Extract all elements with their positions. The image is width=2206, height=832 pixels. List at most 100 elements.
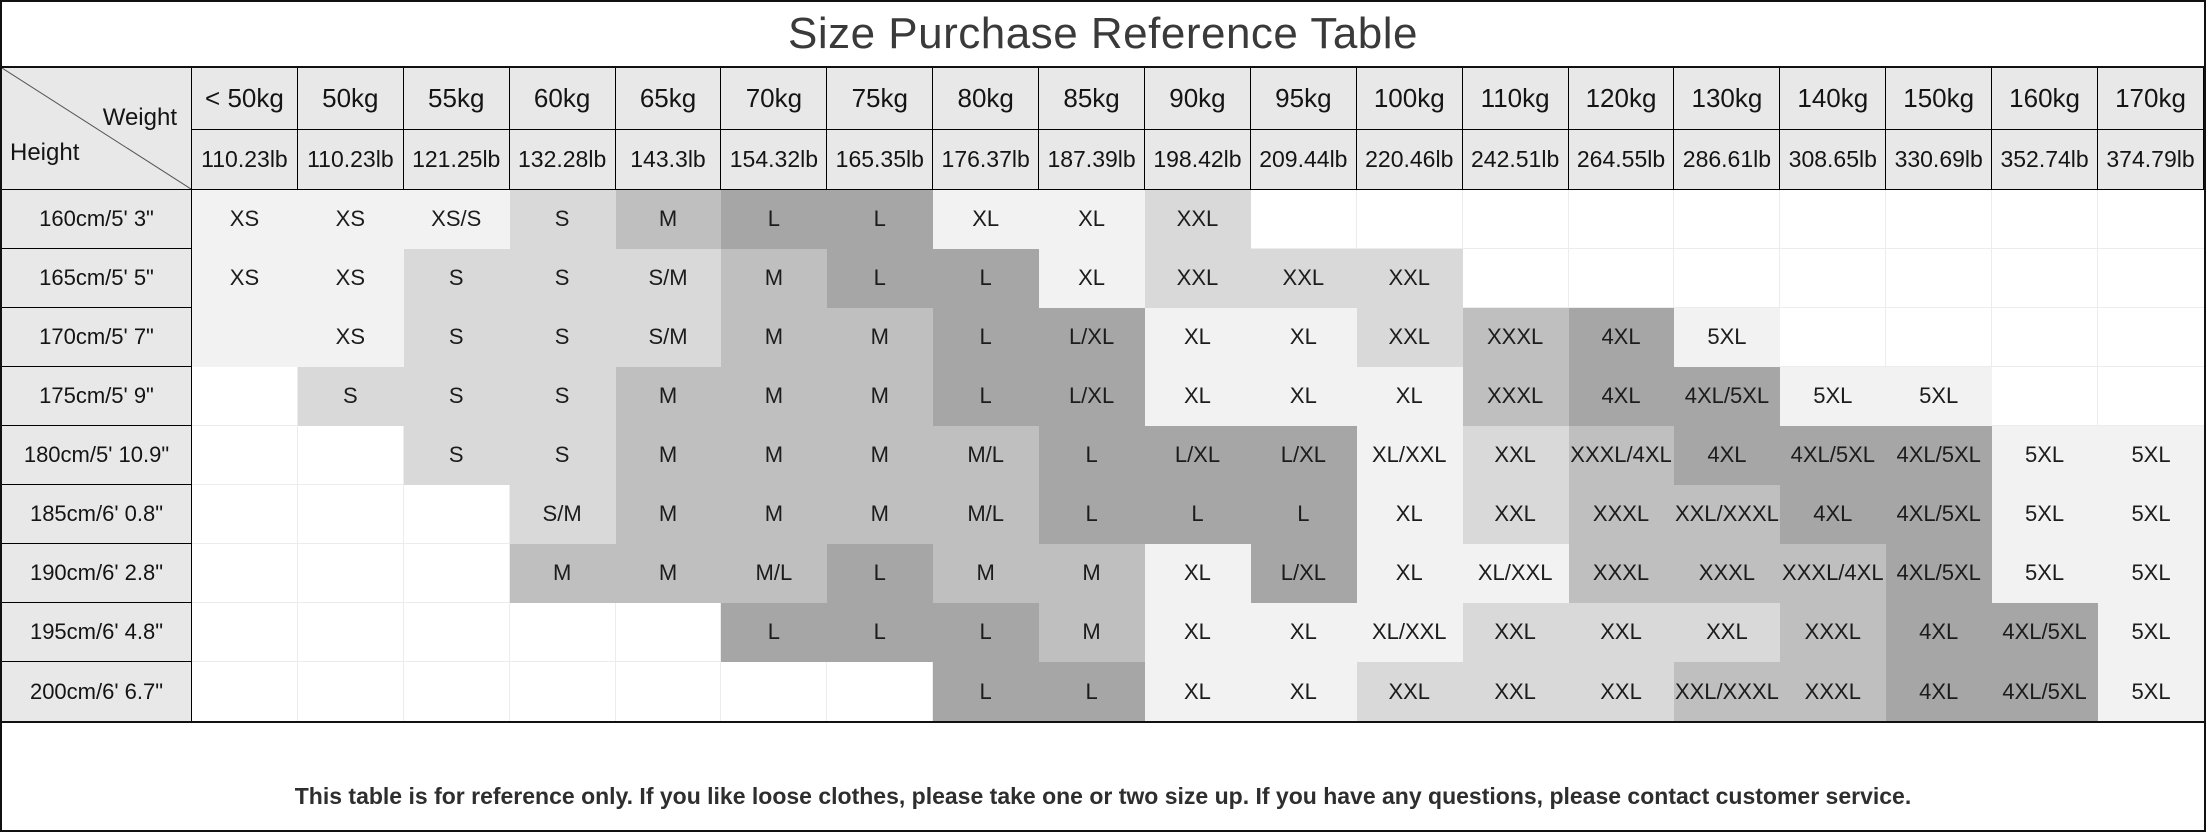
weight-lb-header: 374.79lb — [2098, 130, 2204, 190]
size-cell: M/L — [721, 544, 828, 603]
size-cell: L — [933, 662, 1040, 721]
size-cell: XS — [297, 190, 404, 249]
weight-kg-header: 60kg — [509, 68, 616, 130]
size-cell — [192, 485, 298, 544]
size-cell — [192, 662, 298, 721]
size-cell: 4XL — [1886, 662, 1993, 721]
weight-lb-row: 110.23lb 110.23lb 121.25lb 132.28lb 143.3lb 1… — [2, 130, 2204, 190]
size-cell: XL — [1145, 544, 1251, 603]
size-cell: M — [721, 485, 828, 544]
size-cell: M — [615, 190, 722, 249]
weight-kg-header: 100kg — [1356, 68, 1463, 130]
size-cell: XXXL — [1674, 544, 1781, 603]
size-cell: 5XL — [1886, 367, 1993, 426]
size-cell: L — [933, 603, 1040, 662]
size-cell — [297, 544, 404, 603]
weight-lb-header: 176.37lb — [933, 130, 1040, 190]
size-cell: XXL — [1356, 249, 1463, 308]
size-cell — [403, 603, 510, 662]
size-cell: XXXL — [1462, 308, 1569, 367]
weight-kg-header: 90kg — [1145, 68, 1251, 130]
table-row: 170cm/5' 7" XS S S S/M M M L L/XL XL XL XXL XXXL 4XL 5… — [2, 308, 2204, 367]
size-cell: XL/XXL — [1356, 426, 1463, 485]
size-cell: 5XL — [2098, 544, 2204, 603]
weight-lb-header: 209.44lb — [1250, 130, 1357, 190]
size-cell: L/XL — [1250, 426, 1357, 485]
size-cell: M — [827, 367, 934, 426]
size-cell — [192, 426, 298, 485]
size-cell: XL — [1145, 662, 1251, 721]
size-cell — [2098, 249, 2204, 308]
size-cell: XL — [1250, 308, 1357, 367]
height-row-header: 180cm/5' 10.9" — [2, 426, 192, 485]
size-cell: L — [933, 308, 1040, 367]
size-cell: M — [615, 544, 722, 603]
weight-lb-header: 286.61lb — [1674, 130, 1781, 190]
size-cell — [1780, 308, 1887, 367]
size-cell — [1568, 249, 1675, 308]
table-row: 200cm/6' 6.7" L L XL XL XXL XXL XXL XXL/XXXL XXXL… — [2, 662, 2204, 721]
size-cell: M — [827, 485, 934, 544]
size-cell: L/XL — [1250, 544, 1357, 603]
size-cell: S — [509, 308, 616, 367]
size-cell: 4XL/5XL — [1992, 662, 2099, 721]
weight-kg-header: 170kg — [2098, 68, 2204, 130]
footer-note: This table is for reference only. If you… — [2, 763, 2204, 830]
weight-lb-header: 198.42lb — [1145, 130, 1251, 190]
size-cell: M — [721, 308, 828, 367]
size-cell: 5XL — [1780, 367, 1887, 426]
size-cell — [1780, 249, 1887, 308]
size-cell — [192, 544, 298, 603]
size-cell: 4XL — [1568, 367, 1675, 426]
size-cell: 5XL — [2098, 485, 2204, 544]
size-cell — [2098, 367, 2204, 426]
size-cell: M — [721, 249, 828, 308]
size-cell: XL — [1356, 367, 1463, 426]
weight-lb-header: 330.69lb — [1886, 130, 1993, 190]
size-cell: XS/S — [403, 190, 510, 249]
size-cell: 5XL — [1674, 308, 1781, 367]
size-cell — [2098, 308, 2204, 367]
size-cell: XXXL/4XL — [1780, 544, 1887, 603]
size-cell: XXL — [1356, 308, 1463, 367]
size-cell — [1674, 249, 1781, 308]
size-cell: M — [509, 544, 616, 603]
weight-kg-header: 120kg — [1568, 68, 1675, 130]
size-cell: S/M — [615, 308, 722, 367]
size-cell: 4XL/5XL — [1886, 485, 1993, 544]
height-row-header: 165cm/5' 5" — [2, 249, 192, 308]
weight-lb-header: 264.55lb — [1568, 130, 1675, 190]
size-cell: M — [1039, 603, 1146, 662]
size-cell: 5XL — [2098, 426, 2204, 485]
size-cell: XXL/XXXL — [1674, 662, 1781, 721]
size-cell: L — [933, 249, 1040, 308]
size-cell: XS — [192, 190, 298, 249]
size-cell — [1992, 308, 2099, 367]
size-cell — [297, 426, 404, 485]
size-cell: S — [403, 249, 510, 308]
weight-lb-header: 121.25lb — [403, 130, 510, 190]
size-cell: XXL — [1462, 662, 1569, 721]
weight-kg-header: 160kg — [1992, 68, 2099, 130]
size-cell: S — [509, 190, 616, 249]
size-cell — [721, 662, 828, 721]
size-cell — [1886, 190, 1993, 249]
weight-kg-header: 65kg — [615, 68, 722, 130]
size-cell: S — [297, 367, 404, 426]
size-cell — [192, 367, 298, 426]
size-cell — [615, 603, 722, 662]
height-row-header: 185cm/6' 0.8" — [2, 485, 192, 544]
weight-lb-header: 220.46lb — [1356, 130, 1463, 190]
weight-kg-header: 140kg — [1780, 68, 1887, 130]
size-cell — [615, 662, 722, 721]
size-cell: 4XL/5XL — [1992, 603, 2099, 662]
weight-lb-header: 132.28lb — [509, 130, 616, 190]
weight-lb-header: 143.3lb — [615, 130, 722, 190]
size-cell: 5XL — [2098, 662, 2204, 721]
size-cell — [827, 662, 934, 721]
size-cell: 5XL — [1992, 544, 2099, 603]
size-cell: XXXL — [1568, 544, 1675, 603]
size-cell: L — [1039, 485, 1146, 544]
size-cell: XXL — [1462, 603, 1569, 662]
